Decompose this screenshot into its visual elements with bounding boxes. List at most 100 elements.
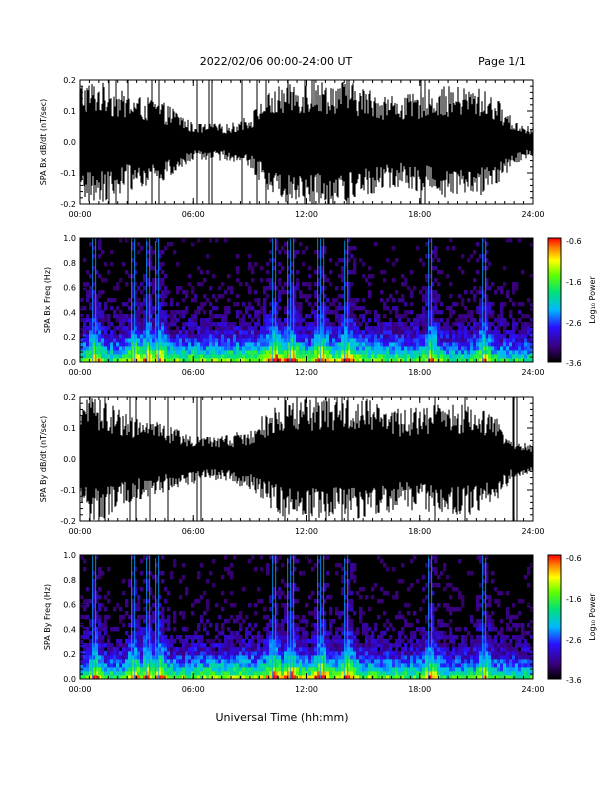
spectrogram-cell [386, 322, 390, 327]
spectrogram-cell [311, 643, 315, 648]
spectrogram-cell [113, 675, 117, 680]
spectrogram-cell [152, 282, 156, 287]
spectrogram-cell [317, 342, 321, 347]
spectrogram-cell [455, 346, 459, 351]
spectrogram-cell [161, 298, 165, 303]
spectrogram-cell [377, 635, 381, 640]
spectrogram-cell [236, 639, 240, 644]
spectrogram-cell [293, 358, 297, 363]
spectrogram-cell [161, 627, 165, 632]
spectrogram-cell [164, 619, 168, 624]
spectrogram-cell [362, 631, 366, 636]
spectrogram-cell [152, 310, 156, 315]
spectrogram-cell [398, 635, 402, 640]
spectrogram-cell [257, 354, 261, 359]
spectrogram-cell [335, 611, 339, 616]
spectrogram-cell [446, 322, 450, 327]
spectrogram-cell [323, 330, 327, 335]
spectrogram-cell [266, 567, 270, 572]
spectrogram-cell [158, 326, 162, 331]
spectrogram-cell [341, 591, 345, 596]
spectrogram-cell [251, 671, 255, 676]
spectrogram-cell [107, 318, 111, 323]
spectrogram-cell [92, 643, 96, 648]
spectrogram-cell [377, 314, 381, 319]
spectrogram-cell [398, 326, 402, 331]
spectrogram-cell [305, 294, 309, 299]
spectrogram-cell [275, 314, 279, 319]
spectrogram-cell [428, 643, 432, 648]
spectrogram-cell [419, 607, 423, 612]
spectrogram-cell [395, 591, 399, 596]
spectrogram-cell [422, 310, 426, 315]
spectrogram-cell [200, 663, 204, 668]
spectrogram-cell [290, 627, 294, 632]
spectrogram-cell [440, 358, 444, 363]
spectrogram-cell [245, 326, 249, 331]
spectrogram-cell [161, 338, 165, 343]
spectrogram-cell [104, 615, 108, 620]
spectrogram-cell [182, 643, 186, 648]
spectrogram-cell [410, 635, 414, 640]
spectrogram-cell [386, 655, 390, 660]
spectrogram-cell [341, 346, 345, 351]
spectrogram-cell [350, 326, 354, 331]
spectrogram-cell [332, 635, 336, 640]
spectrogram-cell [209, 358, 213, 363]
spectrogram-cell [146, 330, 150, 335]
spectrogram-cell [146, 318, 150, 323]
spectrogram-cell [221, 330, 225, 335]
spectrogram-cell [479, 338, 483, 343]
spectrogram-cell [401, 663, 405, 668]
spectrogram-cell [410, 667, 414, 672]
spectrogram-cell [92, 599, 96, 604]
spectrogram-cell [101, 671, 105, 676]
spectrogram-cell [254, 338, 258, 343]
spectrogram-cell [449, 354, 453, 359]
spectrogram-cell [176, 358, 180, 363]
spectrogram-cell [344, 619, 348, 624]
spectrogram-cell [362, 611, 366, 616]
spectrogram-cell [509, 298, 513, 303]
spectrogram-cell [356, 354, 360, 359]
spectrogram-cell [152, 643, 156, 648]
spectrogram-cell [152, 318, 156, 323]
spectrogram-cell [206, 350, 210, 355]
spectrogram-cell [284, 318, 288, 323]
spectrogram-cell [80, 675, 84, 680]
spectrogram-cell [215, 623, 219, 628]
spectrogram-cell [326, 306, 330, 311]
spectrogram-cell [299, 627, 303, 632]
spectrogram-cell [170, 639, 174, 644]
spectrogram-cell [488, 262, 492, 267]
spectrogram-cell [236, 635, 240, 640]
spectrogram-cell [344, 675, 348, 680]
spectrogram-cell [392, 643, 396, 648]
spectrogram-cell [98, 238, 102, 243]
spectrogram-cell [431, 671, 435, 676]
spectrogram-cell [173, 318, 177, 323]
spectrogram-cell [266, 675, 270, 680]
spectrogram-cell [92, 294, 96, 299]
spectrogram-cell [281, 647, 285, 652]
spectrogram-cell [287, 338, 291, 343]
spectrogram-cell [116, 647, 120, 652]
spectrogram-cell [431, 318, 435, 323]
spectrogram-cell [107, 643, 111, 648]
spectrogram-cell [149, 298, 153, 303]
spectrogram-cell [320, 314, 324, 319]
spectrogram-cell [140, 559, 144, 564]
spectrogram-cell [191, 346, 195, 351]
spectrogram-burst [344, 555, 346, 679]
spectrogram-cell [476, 306, 480, 311]
spectrogram-cell [344, 623, 348, 628]
spectrogram-cell [107, 567, 111, 572]
spectrogram-cell [284, 611, 288, 616]
spectrogram-cell [257, 647, 261, 652]
spectrogram-cell [92, 675, 96, 680]
spectrogram-cell [314, 627, 318, 632]
spectrogram-cell [224, 338, 228, 343]
spectrogram-cell [521, 326, 525, 331]
spectrogram-cell [434, 350, 438, 355]
spectrogram-cell [317, 643, 321, 648]
